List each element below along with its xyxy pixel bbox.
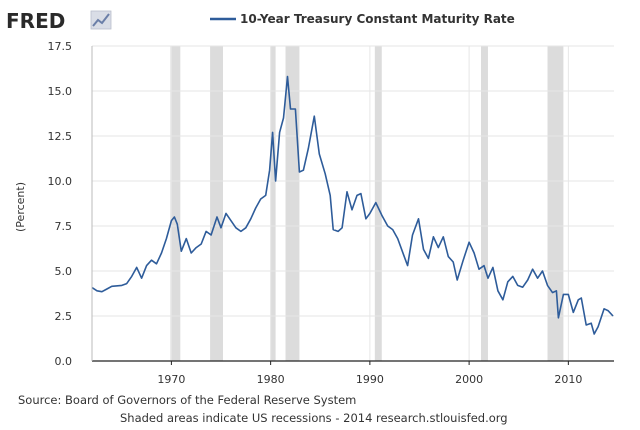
y-tick-label-4: 7.5 [55, 220, 73, 233]
y-tick-label-3: 5.0 [55, 265, 73, 278]
recession-bands [170, 46, 564, 361]
logo-text: FRED [6, 9, 65, 33]
x-tick-label-5: 2010 [554, 373, 582, 386]
source-note: Source: Board of Governors of the Federa… [18, 393, 356, 407]
recession-note: Shaded areas indicate US recessions - 20… [120, 411, 508, 425]
logo-graph-icon [90, 10, 112, 30]
fred-logo: FRED [6, 9, 112, 33]
y-tick-labels: 0.0 2.5 5.0 7.5 10.0 12.5 15.0 17.5 [48, 40, 73, 368]
recession-band-7 [547, 46, 564, 361]
recession-band-1 [170, 46, 181, 361]
y-tick-label-6: 12.5 [48, 130, 73, 143]
grid-lines [92, 45, 614, 361]
y-tick-label-5: 10.0 [48, 175, 73, 188]
x-tick-labels: 1970 1980 1990 2000 2010 [157, 373, 582, 386]
y-axis-title: (Percent) [14, 182, 27, 232]
y-tick-label-2: 2.5 [55, 310, 73, 323]
x-tick-label-2: 1980 [257, 373, 285, 386]
recession-band-2 [210, 46, 223, 361]
y-tick-label-1: 0.0 [55, 355, 73, 368]
legend: 10-Year Treasury Constant Maturity Rate [210, 12, 515, 26]
x-tick-label-4: 2000 [455, 373, 483, 386]
axes [91, 46, 614, 365]
recession-band-4 [285, 46, 300, 361]
legend-label: 10-Year Treasury Constant Maturity Rate [240, 12, 515, 26]
y-tick-label-7: 15.0 [48, 85, 73, 98]
recession-band-3 [270, 46, 276, 361]
recession-band-6 [481, 46, 488, 361]
series-line-1 [91, 75, 614, 335]
recession-band-5 [374, 46, 382, 361]
x-tick-label-3: 1990 [356, 373, 384, 386]
y-tick-label-8: 17.5 [48, 40, 73, 53]
x-tick-label-1: 1970 [157, 373, 185, 386]
series-layer [91, 75, 614, 335]
plot-area [92, 46, 614, 361]
